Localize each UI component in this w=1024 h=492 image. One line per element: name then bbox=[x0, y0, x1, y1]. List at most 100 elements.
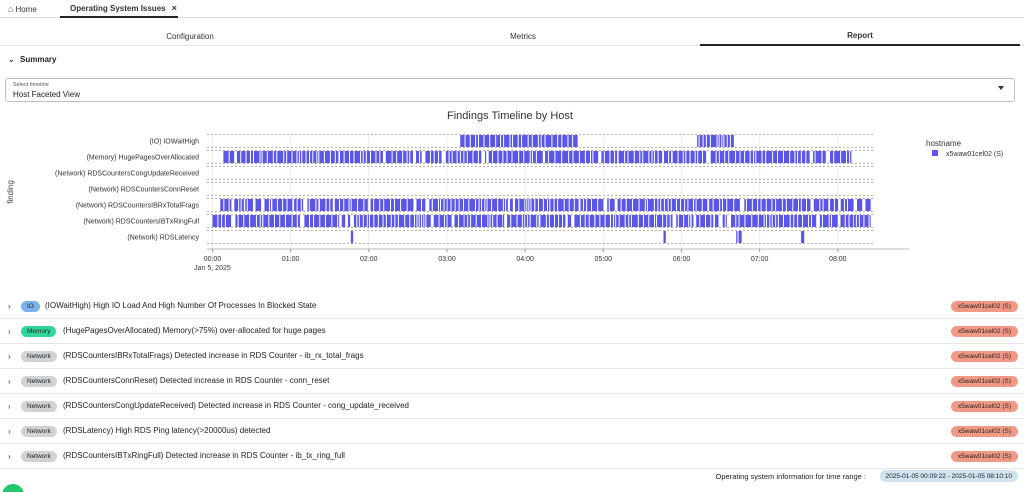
timeline-bar[interactable] bbox=[688, 199, 694, 211]
timeline-bar[interactable] bbox=[822, 151, 826, 163]
timeline-bar[interactable] bbox=[501, 135, 504, 147]
timeline-bar[interactable] bbox=[451, 199, 455, 211]
timeline-bar[interactable] bbox=[752, 215, 758, 227]
timeline-bar[interactable] bbox=[840, 215, 845, 227]
timeline-bar[interactable] bbox=[522, 215, 525, 227]
timeline-bar[interactable] bbox=[546, 215, 549, 227]
timeline-bar[interactable] bbox=[549, 215, 555, 227]
timeline-bar[interactable] bbox=[272, 199, 277, 211]
timeline-bar[interactable] bbox=[384, 199, 391, 211]
timeline-bar[interactable] bbox=[482, 199, 485, 211]
timeline-bar[interactable] bbox=[535, 199, 538, 211]
timeline-bar[interactable] bbox=[527, 199, 529, 211]
timeline-bar[interactable] bbox=[784, 151, 790, 163]
timeline-bar[interactable] bbox=[776, 215, 778, 227]
timeline-bar[interactable] bbox=[604, 151, 610, 163]
timeline-bar[interactable] bbox=[758, 199, 761, 211]
timeline-bar[interactable] bbox=[717, 135, 719, 147]
timeline-bar[interactable] bbox=[801, 231, 805, 243]
timeline-bar[interactable] bbox=[330, 151, 335, 163]
timeline-bar[interactable] bbox=[349, 199, 351, 211]
timeline-bar[interactable] bbox=[573, 135, 578, 147]
timeline-bar[interactable] bbox=[564, 199, 569, 211]
timeline-bar[interactable] bbox=[363, 215, 367, 227]
timeline-bar[interactable] bbox=[710, 151, 716, 163]
timeline-bar[interactable] bbox=[545, 151, 548, 163]
timeline-bar[interactable] bbox=[344, 199, 349, 211]
timeline-bar[interactable] bbox=[530, 215, 537, 227]
timeline-bar[interactable] bbox=[563, 215, 566, 227]
timeline-bar[interactable] bbox=[417, 215, 419, 227]
timeline-bar[interactable] bbox=[304, 215, 310, 227]
timeline-bar[interactable] bbox=[691, 215, 694, 227]
timeline-bar[interactable] bbox=[798, 215, 803, 227]
timeline-bar[interactable] bbox=[834, 151, 841, 163]
timeline-bar[interactable] bbox=[292, 151, 297, 163]
timeline-bar[interactable] bbox=[454, 215, 459, 227]
timeline-bar[interactable] bbox=[481, 215, 488, 227]
timeline-bar[interactable] bbox=[330, 199, 333, 211]
timeline-bar[interactable] bbox=[806, 151, 810, 163]
timeline-bar[interactable] bbox=[670, 215, 673, 227]
timeline-bar[interactable] bbox=[475, 199, 479, 211]
timeline-bar[interactable] bbox=[490, 135, 496, 147]
timeline-bar[interactable] bbox=[729, 151, 736, 163]
timeline-bar[interactable] bbox=[386, 215, 391, 227]
timeline-bar[interactable] bbox=[497, 215, 503, 227]
timeline-bar[interactable] bbox=[366, 151, 371, 163]
timeline-bar[interactable] bbox=[374, 215, 378, 227]
timeline-bar[interactable] bbox=[316, 199, 319, 211]
timeline-bar[interactable] bbox=[619, 215, 625, 227]
timeline-bar[interactable] bbox=[727, 199, 734, 211]
timeline-bar[interactable] bbox=[359, 215, 363, 227]
timeline-bar[interactable] bbox=[628, 151, 634, 163]
timeline-bar[interactable] bbox=[503, 199, 506, 211]
timeline-bar[interactable] bbox=[764, 215, 766, 227]
finding-row[interactable]: › IO (IOWaitHigh) High IO Load And High Nu… bbox=[0, 294, 1024, 319]
timeline-bar[interactable] bbox=[332, 215, 338, 227]
timeline-bar[interactable] bbox=[246, 151, 250, 163]
timeline-bar[interactable] bbox=[464, 199, 469, 211]
timeline-bar[interactable] bbox=[722, 215, 725, 227]
timeline-bar[interactable] bbox=[678, 151, 683, 163]
timeline-bar[interactable] bbox=[550, 199, 554, 211]
timeline-bar[interactable] bbox=[593, 151, 599, 163]
timeline-bar[interactable] bbox=[685, 199, 688, 211]
timeline-bar[interactable] bbox=[310, 151, 313, 163]
timeline-bar[interactable] bbox=[702, 199, 708, 211]
timeline-bar[interactable] bbox=[449, 151, 452, 163]
timeline-bar[interactable] bbox=[326, 199, 330, 211]
timeline-bar[interactable] bbox=[736, 215, 739, 227]
timeline-bar[interactable] bbox=[234, 199, 239, 211]
timeline-bar[interactable] bbox=[320, 215, 325, 227]
timeline-bar[interactable] bbox=[686, 151, 690, 163]
timeline-bar[interactable] bbox=[552, 135, 558, 147]
timeline-bar[interactable] bbox=[264, 199, 269, 211]
timeline-bar[interactable] bbox=[745, 151, 750, 163]
timeline-bar[interactable] bbox=[394, 199, 401, 211]
timeline-bar[interactable] bbox=[555, 151, 562, 163]
timeline-bar[interactable] bbox=[634, 151, 640, 163]
timeline-bar[interactable] bbox=[460, 151, 464, 163]
timeline-bar[interactable] bbox=[663, 215, 667, 227]
timeline-bar[interactable] bbox=[694, 199, 696, 211]
timeline-bar[interactable] bbox=[703, 135, 706, 147]
timeline-bar[interactable] bbox=[334, 199, 340, 211]
timeline-bar[interactable] bbox=[274, 215, 280, 227]
timeline-bar[interactable] bbox=[720, 199, 722, 211]
timeline-bar[interactable] bbox=[580, 215, 585, 227]
timeline-bar[interactable] bbox=[699, 135, 703, 147]
timeline-bar[interactable] bbox=[317, 151, 319, 163]
summary-toggle[interactable]: ⌄ Summary bbox=[8, 55, 56, 64]
timeline-bar[interactable] bbox=[531, 199, 535, 211]
timeline-bar[interactable] bbox=[341, 215, 346, 227]
timeline-bar[interactable] bbox=[507, 151, 512, 163]
timeline-bar[interactable] bbox=[725, 151, 729, 163]
timeline-bar[interactable] bbox=[820, 199, 823, 211]
timeline-bar[interactable] bbox=[616, 215, 619, 227]
timeline-bar[interactable] bbox=[344, 151, 350, 163]
timeline-bar[interactable] bbox=[832, 215, 838, 227]
timeline-bar[interactable] bbox=[347, 215, 351, 227]
timeline-bar[interactable] bbox=[353, 215, 357, 227]
timeline-bar[interactable] bbox=[638, 215, 643, 227]
